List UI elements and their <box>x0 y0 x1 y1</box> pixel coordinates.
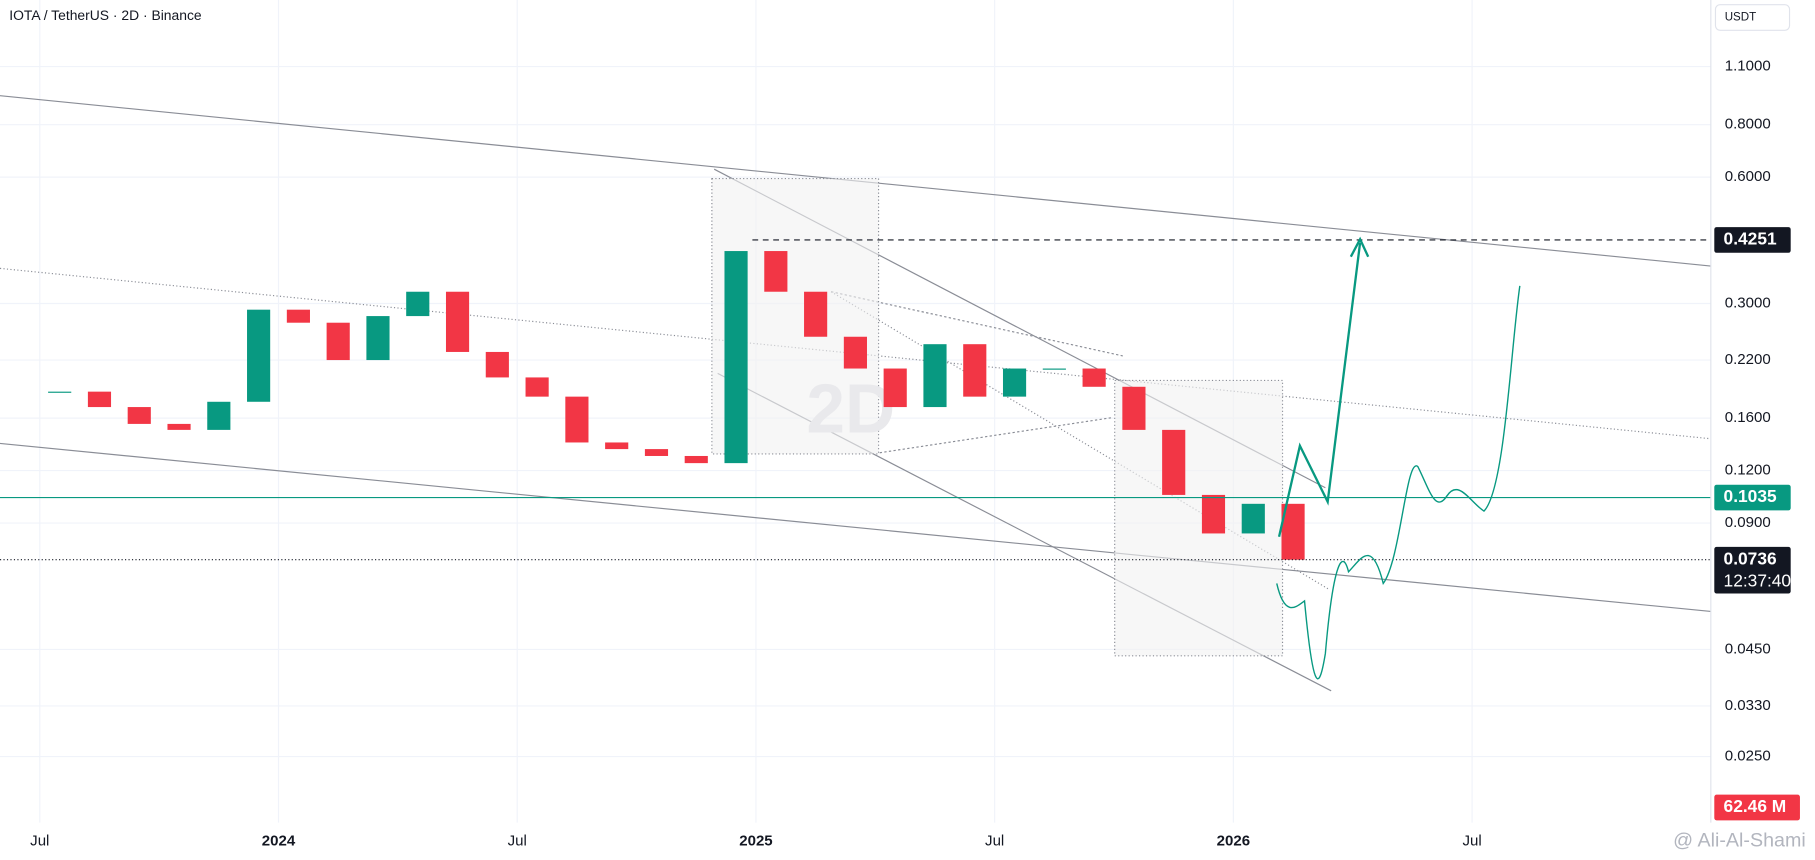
candle <box>1241 503 1265 534</box>
price-badge <box>1714 546 1791 594</box>
candle <box>247 309 271 402</box>
candle <box>804 291 828 337</box>
candle <box>326 322 350 361</box>
volume-badge-label: 62.46 M <box>1724 796 1787 816</box>
x-tick-label: Jul <box>985 832 1004 849</box>
candle <box>883 368 907 408</box>
y-tick-label: 0.0250 <box>1725 748 1771 765</box>
candle <box>923 344 947 408</box>
x-tick-label: Jul <box>1462 832 1481 849</box>
y-tick-label: 0.0330 <box>1725 697 1771 714</box>
candle <box>207 401 231 430</box>
projection-arrow <box>1277 242 1362 538</box>
candle <box>525 377 549 397</box>
price-badge-label: 0.0736 <box>1724 548 1777 568</box>
candle <box>605 442 629 450</box>
candle <box>485 351 509 378</box>
candle <box>445 291 470 352</box>
candle <box>286 309 310 323</box>
candle <box>127 407 151 424</box>
candles <box>0 239 1711 561</box>
candle <box>1122 386 1146 430</box>
candle <box>87 391 112 408</box>
trendline <box>830 291 1330 590</box>
y-tick-label: 0.1200 <box>1725 462 1771 479</box>
candle <box>963 344 987 397</box>
x-tick-label: 2025 <box>739 832 772 849</box>
y-tick-label: 0.6000 <box>1725 168 1771 185</box>
triangle-line <box>830 291 1123 357</box>
candle <box>1281 503 1305 560</box>
volume-badge <box>1714 794 1800 821</box>
y-tick-label: 0.8000 <box>1725 116 1771 133</box>
triangle-line <box>879 417 1112 454</box>
candle <box>1162 429 1186 495</box>
price-badge <box>1714 484 1791 511</box>
watermark-interval: 2D <box>806 369 895 447</box>
candle <box>565 396 589 443</box>
candle <box>366 316 390 361</box>
candle <box>684 455 708 464</box>
y-tick-label: 0.3000 <box>1725 294 1771 311</box>
y-tick-label: 0.0900 <box>1725 514 1771 531</box>
price-badge <box>1714 227 1791 253</box>
arrowhead <box>1349 236 1370 258</box>
currency[interactable]: USDT <box>1725 11 1756 24</box>
price-badge-label: 0.1035 <box>1724 486 1777 506</box>
candle <box>167 423 191 430</box>
candle <box>724 251 748 464</box>
y-tick-label: 0.1600 <box>1725 409 1771 426</box>
x-tick-label: Jul <box>30 832 49 849</box>
candle <box>1082 368 1106 387</box>
candle <box>1002 368 1027 397</box>
price-axis: 1.1000 0.8000 0.6000 0.3000 0.2200 0.1600 0.12… <box>1714 58 1800 821</box>
projection <box>1276 236 1521 680</box>
y-tick-label: 1.1000 <box>1725 58 1771 75</box>
candle <box>48 391 72 393</box>
candle <box>1201 494 1226 534</box>
candle <box>644 449 669 456</box>
watermark-author: @ Ali-Al-Shami <box>1673 830 1806 852</box>
y-tick-label: 0.0450 <box>1725 640 1771 657</box>
candle <box>764 251 788 292</box>
countdown: 12:37:40 <box>1724 570 1792 590</box>
projection-path <box>1276 285 1521 680</box>
candle <box>406 291 430 317</box>
x-tick-label: 2024 <box>262 832 296 849</box>
candle <box>843 336 867 369</box>
price-badge-label: 0.4251 <box>1724 229 1777 249</box>
symbol-title: IOTA / TetherUS · 2D · Binance <box>9 7 202 23</box>
trendline <box>0 442 1711 613</box>
y-tick-label: 0.2200 <box>1725 351 1771 368</box>
candle <box>1042 368 1066 370</box>
x-tick-label: 2026 <box>1217 832 1250 849</box>
x-tick-label: Jul <box>508 832 527 849</box>
currency-button[interactable] <box>1714 4 1791 31</box>
